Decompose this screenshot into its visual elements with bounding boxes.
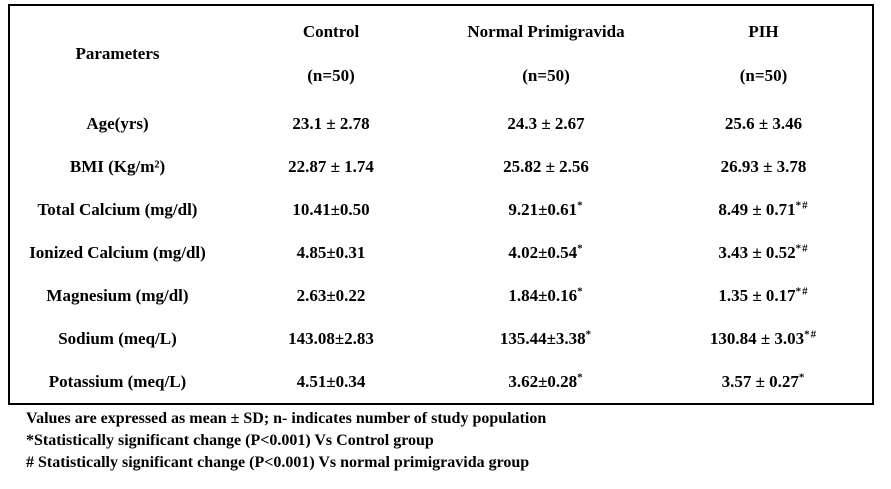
- table-row-sodium: Sodium (meq/L) 143.08±2.83 135.44±3.38* …: [9, 317, 873, 360]
- value-cell: 9.21±0.61*: [508, 198, 584, 219]
- value-cell: 130.84 ± 3.03*#: [709, 327, 818, 348]
- value-cell: 2.63±0.22: [296, 285, 366, 305]
- control-n: (n=50): [307, 66, 355, 85]
- table-row-total-calcium: Total Calcium (mg/dl) 10.41±0.50 9.21±0.…: [9, 188, 873, 231]
- row-label: Ionized Calcium (mg/dl): [29, 242, 206, 262]
- significance-marker: *#: [795, 198, 809, 211]
- value-cell: 135.44±3.38*: [499, 327, 593, 348]
- significance-marker: *#: [795, 241, 809, 254]
- table-row-ionized-calcium: Ionized Calcium (mg/dl) 4.85±0.31 4.02±0…: [9, 231, 873, 274]
- value-cell: 8.49 ± 0.71*#: [718, 198, 809, 219]
- value-cell: 3.43 ± 0.52*#: [718, 241, 809, 262]
- column-header-normal-primigravida: Normal Primigravida (n=50): [437, 5, 655, 102]
- row-label: Sodium (meq/L): [58, 328, 177, 348]
- value-cell: 3.57 ± 0.27*: [721, 370, 806, 391]
- column-header-parameters: Parameters: [9, 5, 225, 102]
- table-row-bmi: BMI (Kg/m²) 22.87 ± 1.74 25.82 ± 2.56 26…: [9, 145, 873, 188]
- row-label: Magnesium (mg/dl): [46, 285, 189, 305]
- row-label: Total Calcium (mg/dl): [37, 199, 198, 219]
- table-row-age: Age(yrs) 23.1 ± 2.78 24.3 ± 2.67 25.6 ± …: [9, 102, 873, 145]
- significance-marker: *: [585, 327, 593, 340]
- value-cell: 22.87 ± 1.74: [288, 156, 374, 176]
- control-title: Control: [302, 22, 360, 41]
- parameters-label: Parameters: [75, 44, 160, 63]
- footnote-hash: # Statistically significant change (P<0.…: [26, 454, 530, 471]
- column-header-pih: PIH (n=50): [655, 5, 873, 102]
- table-row-potassium: Potassium (meq/L) 4.51±0.34 3.62±0.28* 3…: [9, 360, 873, 404]
- pih-n: (n=50): [739, 66, 788, 85]
- value-cell: 4.02±0.54*: [508, 241, 584, 262]
- table-row-magnesium: Magnesium (mg/dl) 2.63±0.22 1.84±0.16* 1…: [9, 274, 873, 317]
- column-header-control: Control (n=50): [225, 5, 437, 102]
- table-footnotes: Values are expressed as mean ± SD; n- in…: [26, 408, 866, 474]
- row-label: Potassium (meq/L): [48, 371, 187, 391]
- value-cell: 24.3 ± 2.67: [507, 113, 585, 133]
- significance-marker: *: [577, 370, 584, 383]
- significance-marker: *: [577, 241, 584, 254]
- normal-primigravida-title: Normal Primigravida: [467, 22, 625, 41]
- row-label: BMI (Kg/m²): [69, 156, 166, 176]
- significance-marker: *: [577, 198, 584, 211]
- value-cell: 26.93 ± 3.78: [720, 156, 807, 176]
- value-cell: 4.85±0.31: [296, 242, 366, 262]
- value-cell: 25.82 ± 2.56: [503, 156, 589, 176]
- footnote-asterisk: *Statistically significant change (P<0.0…: [26, 432, 434, 449]
- table-header-row: Parameters Control (n=50) Normal Primigr…: [9, 5, 873, 102]
- significance-marker: *: [577, 284, 584, 297]
- value-cell: 1.35 ± 0.17*#: [718, 284, 809, 305]
- value-cell: 1.84±0.16*: [508, 284, 584, 305]
- results-table: Parameters Control (n=50) Normal Primigr…: [8, 4, 874, 405]
- pih-title: PIH: [748, 22, 779, 41]
- significance-marker: *#: [804, 327, 818, 340]
- value-cell: 25.6 ± 3.46: [724, 113, 803, 133]
- normal-primigravida-n: (n=50): [522, 66, 570, 85]
- significance-marker: *#: [795, 284, 809, 297]
- footnote-mean-sd: Values are expressed as mean ± SD; n- in…: [26, 410, 547, 427]
- value-cell: 3.62±0.28*: [508, 370, 584, 391]
- value-cell: 10.41±0.50: [292, 199, 370, 219]
- value-cell: 4.51±0.34: [296, 371, 366, 391]
- value-cell: 23.1 ± 2.78: [292, 113, 370, 133]
- significance-marker: *: [798, 370, 806, 383]
- row-label: Age(yrs): [86, 113, 149, 133]
- value-cell: 143.08±2.83: [288, 328, 374, 348]
